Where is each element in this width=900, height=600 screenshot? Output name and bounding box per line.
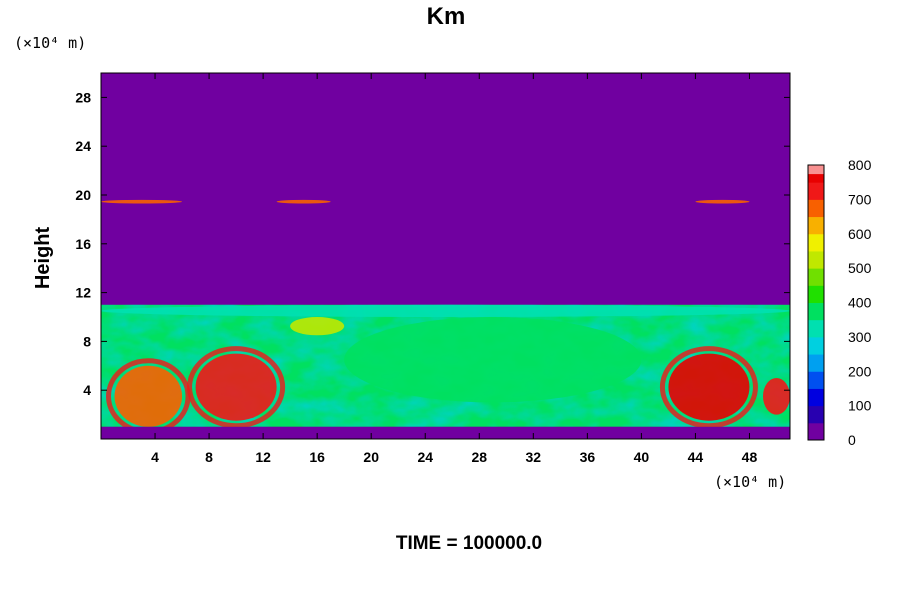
colorbar-segment	[808, 233, 824, 243]
colorbar-segment	[808, 336, 824, 346]
colorbar-segment	[808, 293, 824, 303]
colorbar-segment	[808, 397, 824, 407]
y-axis-ticks: 4 8 12 16 20 24 28	[75, 89, 790, 398]
x-unit-label: (×10⁴ m)	[714, 473, 786, 491]
y-tick-label: 20	[75, 187, 91, 203]
x-tick-label: 48	[742, 449, 758, 465]
colorbar-segment	[808, 190, 824, 200]
colorbar-segment	[808, 354, 824, 364]
field-region-0	[114, 365, 183, 427]
y-tick-label: 24	[75, 138, 91, 154]
x-tick-label: 44	[688, 449, 704, 465]
y-tick-label: 28	[75, 89, 91, 105]
x-tick-label: 28	[471, 449, 487, 465]
field-region-8	[276, 199, 331, 204]
y-unit-label: (×10⁴ m)	[14, 34, 86, 52]
colorbar-segment	[808, 173, 824, 183]
chart-title: Km	[427, 3, 466, 30]
x-tick-label: 12	[255, 449, 271, 465]
field-region-5	[344, 317, 642, 403]
colorbar-segment	[808, 285, 824, 295]
x-axis-ticks: 4 8 12 16 20 24 28 32 36 40 44 48	[151, 73, 757, 465]
colorbar-tick-label: 0	[848, 432, 856, 448]
colorbar-segment	[808, 311, 824, 321]
colorbar-tick-label: 800	[848, 157, 872, 173]
field-bottom-strip	[101, 426, 790, 439]
colorbar-segment	[808, 431, 824, 441]
field-fringe-1	[187, 346, 286, 429]
x-tick-label: 8	[205, 449, 213, 465]
colorbar-tick-label: 500	[848, 260, 872, 276]
colorbar-segment	[808, 250, 824, 261]
colorbar: 800 700 600 500 400 300 200 100 0	[807, 157, 872, 448]
y-tick-label: 4	[83, 382, 91, 398]
x-tick-label: 16	[309, 449, 325, 465]
colorbar-segment	[808, 268, 824, 278]
colorbar-tick-label: 700	[848, 191, 872, 207]
colorbar-segment	[808, 328, 824, 338]
colorbar-segment	[808, 199, 824, 209]
colorbar-segment	[808, 362, 824, 372]
field-region-1	[195, 353, 277, 421]
colorbar-segment	[808, 422, 824, 432]
x-tick-label: 24	[417, 449, 433, 465]
colorbar-segment	[808, 216, 824, 226]
colorbar-segment	[808, 207, 824, 218]
field-region-4	[290, 317, 345, 336]
colorbar-segment	[808, 405, 824, 415]
colorbar-tick-label: 300	[848, 329, 872, 345]
field-region-2	[668, 353, 750, 421]
y-tick-label: 12	[75, 285, 91, 301]
colorbar-tick-label: 600	[848, 226, 872, 242]
field-region-6	[101, 304, 790, 317]
field-fringe-2	[659, 346, 758, 429]
colorbar-segment	[808, 414, 824, 424]
colorbar-segment	[808, 371, 824, 381]
x-tick-label: 40	[634, 449, 650, 465]
colorbar-frame	[807, 164, 825, 441]
field-region-3	[762, 378, 790, 415]
x-tick-label: 32	[526, 449, 542, 465]
field-region-7	[101, 199, 183, 204]
colorbar-segment	[808, 165, 824, 175]
colorbar-segment	[808, 302, 824, 312]
colorbar-segment	[808, 259, 824, 269]
y-tick-label: 16	[75, 236, 91, 252]
colorbar-segment	[808, 379, 824, 389]
x-tick-label: 36	[580, 449, 596, 465]
colorbar-tick-label: 200	[848, 363, 872, 379]
colorbar-segment	[808, 388, 824, 398]
x-tick-label: 20	[363, 449, 379, 465]
colorbar-segment	[808, 225, 824, 235]
y-tick-label: 8	[83, 333, 91, 349]
colorbar-tick-label: 100	[848, 398, 872, 414]
heatmap-field	[101, 199, 790, 439]
plot-frame	[100, 72, 791, 440]
colorbar-segment	[808, 276, 824, 286]
colorbar-segment	[808, 242, 824, 252]
time-label: TIME = 100000.0	[396, 533, 542, 554]
x-tick-label: 4	[151, 449, 159, 465]
colorbar-segment	[808, 182, 824, 192]
field-region-9	[695, 199, 750, 204]
colorbar-segment	[808, 319, 824, 329]
colorbar-tick-label: 400	[848, 295, 872, 311]
y-axis-label: Height	[32, 227, 54, 290]
colorbar-segment	[808, 345, 824, 355]
